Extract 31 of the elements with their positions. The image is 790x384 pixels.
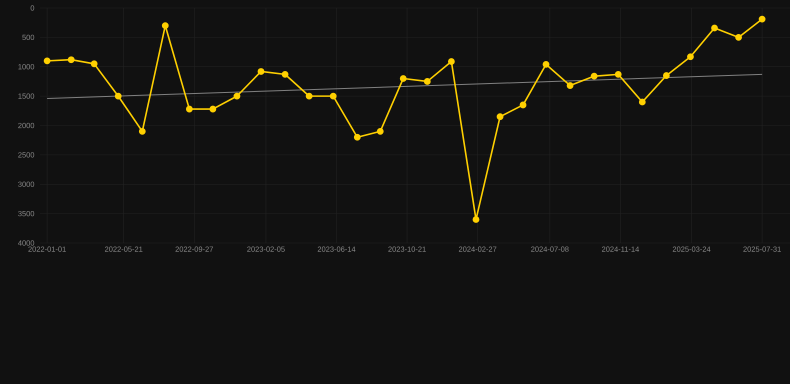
point bbox=[44, 57, 51, 64]
point bbox=[735, 34, 742, 41]
point bbox=[520, 102, 526, 108]
point bbox=[90, 60, 98, 68]
point bbox=[400, 75, 407, 82]
point bbox=[638, 98, 646, 106]
point bbox=[258, 68, 264, 75]
point bbox=[234, 92, 240, 100]
point bbox=[687, 53, 694, 60]
point bbox=[590, 72, 598, 80]
point bbox=[758, 16, 766, 23]
point bbox=[662, 72, 670, 79]
point bbox=[186, 106, 193, 112]
point bbox=[138, 128, 146, 135]
point bbox=[542, 61, 550, 68]
point bbox=[472, 216, 480, 223]
point bbox=[354, 134, 361, 141]
point bbox=[376, 128, 384, 135]
point bbox=[209, 106, 216, 112]
point bbox=[496, 113, 504, 120]
point bbox=[330, 92, 337, 100]
point bbox=[711, 24, 718, 32]
point bbox=[114, 92, 122, 100]
point bbox=[306, 92, 313, 100]
point bbox=[162, 22, 169, 30]
point bbox=[566, 82, 574, 89]
point bbox=[614, 71, 622, 78]
point bbox=[282, 71, 288, 78]
point bbox=[424, 78, 431, 85]
point bbox=[448, 58, 455, 65]
point bbox=[68, 56, 75, 64]
